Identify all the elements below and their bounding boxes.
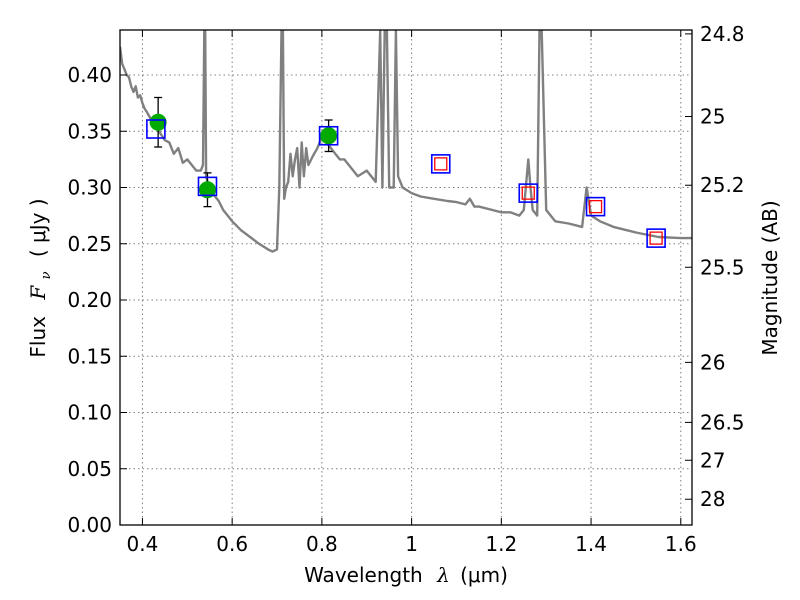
magnitude-tick-label: 28 [700,487,725,511]
magnitude-tick-label: 26.5 [700,410,745,434]
plot-area [120,30,692,253]
magnitude-tick-label: 26 [700,350,725,374]
plot-frame [119,29,693,526]
magnitude-tick-label: 24.8 [700,22,745,46]
model-photometry-square [646,228,666,248]
y-axis-label: Flux F ν ( μJy ) [26,198,55,357]
x-axis-label-text: Wavelength [304,563,423,587]
y-axis-label-text: Flux [26,316,50,358]
secondary-photometry-square [434,157,448,171]
model-spectrum-line [120,30,692,253]
y-tick-label: 0.20 [67,288,112,312]
magnitude-tick-label: 25.5 [700,255,745,279]
y-axis-label-symbol: F [26,285,50,301]
observed-point [320,127,338,145]
y-tick-label: 0.35 [67,119,112,143]
y-tick-label: 0.25 [67,232,112,256]
model-photometry-square [430,154,451,174]
observed-point [149,113,167,131]
x-tick-label: 0.8 [306,532,338,556]
secondary-photometry-square [588,199,603,214]
axis-ticks: 0.4 0.6 0.8 1 1.2 1.4 1.6 0.00 0.05 0.10 0.15 0.20 0… [67,22,744,556]
y-tick-label: 0.15 [67,344,112,368]
y-tick-label: 0.00 [67,513,112,537]
y-tick-label: 0.30 [67,176,112,200]
model-photometry-square [318,125,339,146]
magnitude-tick-label: 25 [700,105,725,129]
gridlines [120,30,692,526]
x-axis-label-symbol: λ [436,563,450,587]
model-photometry-square [518,183,539,203]
y-axis-label-unit: ( μJy ) [26,198,50,257]
y-axis-label-subscript: ν [39,271,54,279]
x-tick-label: 0.6 [216,532,248,556]
observed-point [198,181,216,199]
x-axis-label-unit: (μm) [460,563,508,587]
magnitude-tick-label: 25.2 [700,173,745,197]
model-photometry-square [146,119,166,139]
y-tick-label: 0.10 [67,401,112,425]
model-photometry-square [197,176,218,197]
x-tick-label: 1.6 [665,532,697,556]
x-tick-label: 1.4 [575,532,607,556]
y-tick-label: 0.40 [67,63,112,87]
x-tick-label: 1 [405,532,418,556]
magnitude-axis-label: Magnitude (AB) [758,200,782,355]
x-axis-label: Wavelength λ (μm) [304,563,508,587]
x-tick-label: 0.4 [127,532,159,556]
model-photometry-square [585,196,606,217]
secondary-photometry-square [521,186,535,200]
magnitude-tick-label: 27 [700,448,725,472]
y-tick-label: 0.05 [67,457,112,481]
x-tick-label: 1.2 [485,532,517,556]
secondary-photometry-square [649,231,663,245]
